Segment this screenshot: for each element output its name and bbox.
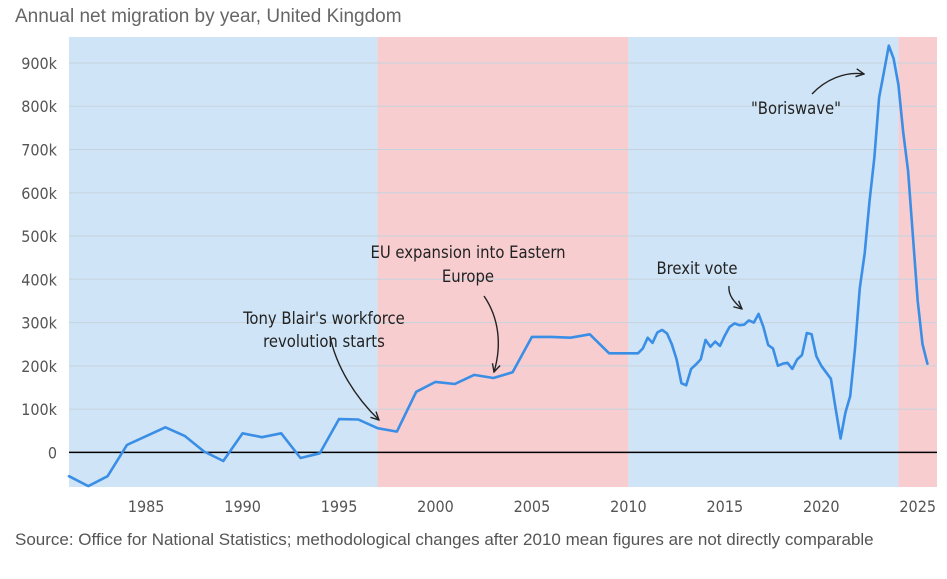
x-tick-label: 2015 [707, 497, 744, 516]
y-tick-label: 400k [21, 270, 57, 289]
series-group [67, 44, 929, 488]
y-tick-label: 900k [21, 54, 57, 73]
x-tick-label: 2010 [610, 497, 647, 516]
source-note: Source: Office for National Statistics; … [15, 530, 874, 549]
annotation-arrow-boris [811, 73, 864, 95]
annotation-arrow-brexit [728, 285, 742, 309]
y-axis: 0 100k 200k 300k 400k 500k 600k 700k 800k 900k [21, 54, 57, 462]
annotation-label-boris: "Boriswave" [751, 99, 841, 118]
series-line-0 [67, 44, 929, 488]
period-band-1 [377, 37, 629, 487]
period-bands [69, 37, 937, 487]
y-tick-label: 0 [48, 443, 57, 462]
gridlines [69, 62, 937, 410]
x-tick-label: 2005 [514, 497, 551, 516]
y-tick-label: 800k [21, 97, 57, 116]
x-tick-label: 2025 [899, 497, 936, 516]
x-tick-label: 2020 [803, 497, 840, 516]
y-tick-label: 500k [21, 227, 57, 246]
period-band-0 [69, 37, 378, 487]
y-tick-label: 200k [21, 357, 57, 376]
period-band-2 [628, 37, 899, 487]
annotation-label-blair: revolution starts [263, 332, 385, 351]
y-tick-label: 700k [21, 141, 57, 160]
x-tick-label: 1995 [321, 497, 358, 516]
y-tick-label: 600k [21, 184, 57, 203]
annotations: Tony Blair's workforce revolution starts E… [242, 73, 864, 420]
annotation-arrow-eu [483, 295, 498, 372]
annotation-label-blair: Tony Blair's workforce [242, 309, 405, 328]
annotation-label-brexit: Brexit vote [656, 259, 737, 278]
period-band-3 [898, 37, 937, 487]
annotation-arrow-blair [329, 335, 379, 420]
y-tick-label: 100k [21, 400, 57, 419]
x-tick-label: 1985 [128, 497, 165, 516]
x-axis: 1985 1990 1995 2000 2005 2010 2015 2020 2025 [128, 497, 936, 516]
y-tick-label: 300k [21, 314, 57, 333]
x-tick-label: 2000 [417, 497, 454, 516]
annotation-label-eu: Europe [442, 267, 494, 286]
x-tick-label: 1990 [224, 497, 261, 516]
chart-title: Annual net migration by year, United Kin… [15, 6, 402, 27]
annotation-label-eu: EU expansion into Eastern [370, 243, 565, 262]
